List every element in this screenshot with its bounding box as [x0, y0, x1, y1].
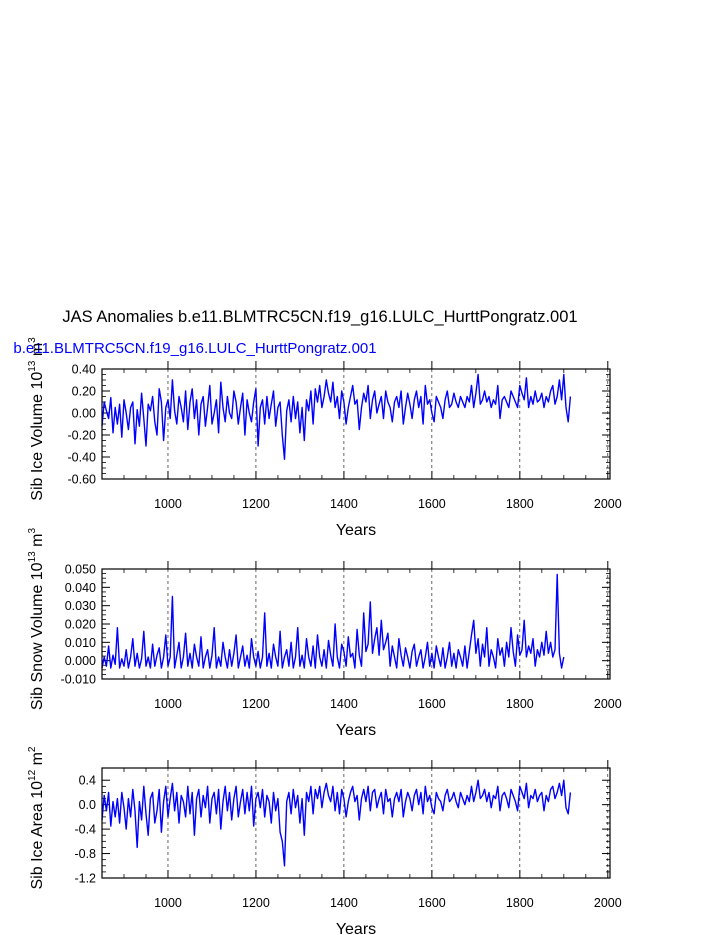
x-axis-label: Years — [336, 522, 376, 539]
y-tick-label: 0.030 — [65, 599, 96, 613]
chart-title: JAS Anomalies b.e11.BLMTRC5CN.f19_g16.LU… — [62, 308, 577, 326]
y-tick-label: -0.4 — [74, 823, 96, 837]
y-tick-label: -0.010 — [61, 673, 96, 687]
x-tick-label: 1200 — [242, 697, 270, 711]
x-tick-label: 1600 — [418, 497, 446, 511]
x-tick-label: 1400 — [330, 497, 358, 511]
panel-3: 1000 1200 1400 1600 1800 2000 -1.2 -0.8 -0.4 0.0 0… — [27, 746, 622, 935]
x-tick-label: 2000 — [594, 697, 622, 711]
x-axis-label: Years — [336, 921, 376, 935]
y-tick-label: -0.8 — [74, 847, 96, 861]
x-tick-label: 1400 — [330, 697, 358, 711]
y-tick-label: 0.020 — [65, 618, 96, 632]
x-tick-label: 1400 — [330, 896, 358, 910]
plot-frame — [101, 368, 611, 480]
x-tick-label: 2000 — [594, 497, 622, 511]
y-tick-label: -1.2 — [74, 872, 96, 886]
x-axis-label: Years — [336, 722, 376, 739]
series-line — [101, 373, 572, 460]
y-tick-label: 0.010 — [65, 636, 96, 650]
y-tick-label: -0.60 — [68, 473, 97, 487]
panel-1: 1000 1200 1400 1600 1800 2000 -0.60 -0.40 -0.20 0… — [27, 337, 622, 539]
y-tick-label: 0.00 — [72, 407, 96, 421]
x-tick-label: 1800 — [506, 497, 534, 511]
y-tick-label: 0.20 — [72, 385, 96, 399]
x-tick-label: 1800 — [506, 697, 534, 711]
y-tick-label: 0.000 — [65, 654, 96, 668]
series-label: b.e11.BLMTRC5CN.f19_g16.LULC_HurttPongra… — [13, 340, 376, 357]
series-line — [101, 779, 572, 867]
x-tick-label: 1600 — [418, 697, 446, 711]
x-tick-label: 1200 — [242, 497, 270, 511]
x-tick-label: 2000 — [594, 896, 622, 910]
plot-frame — [101, 767, 611, 879]
y-tick-label: 0.40 — [72, 363, 96, 377]
panel-2: 1000 1200 1400 1600 1800 2000 -0.010 0.000 0.010… — [27, 528, 622, 740]
x-tick-label: 1200 — [242, 896, 270, 910]
y-axis-label: Sib Ice Volume 1013 m3 — [27, 337, 46, 501]
y-tick-label: 0.4 — [79, 774, 96, 788]
y-tick-label: 0.040 — [65, 581, 96, 595]
x-tick-label: 1800 — [506, 896, 534, 910]
series-line — [101, 573, 565, 669]
y-tick-label: 0.050 — [65, 563, 96, 577]
y-axis-label: Sib Snow Volume 1013 m3 — [27, 528, 46, 711]
y-tick-label: -0.40 — [68, 451, 97, 465]
x-tick-label: 1000 — [154, 896, 182, 910]
x-tick-label: 1000 — [154, 697, 182, 711]
x-tick-label: 1000 — [154, 497, 182, 511]
y-tick-label: -0.20 — [68, 429, 97, 443]
x-tick-label: 1600 — [418, 896, 446, 910]
plot-frame — [101, 568, 611, 680]
y-axis-label: Sib Ice Area 1012 m2 — [27, 746, 46, 889]
y-tick-label: 0.0 — [79, 798, 96, 812]
